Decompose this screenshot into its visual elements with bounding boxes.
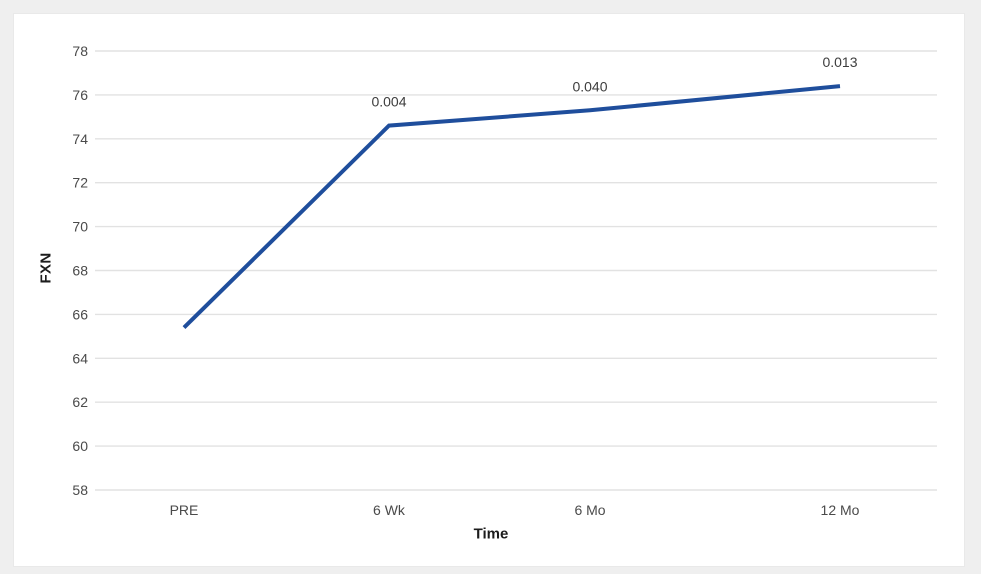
- y-tick-label: 70: [72, 219, 88, 235]
- y-tick-label: 78: [72, 43, 88, 59]
- x-tick-label: 6 Mo: [574, 502, 605, 518]
- point-label: 0.013: [822, 54, 857, 70]
- y-tick-label: 66: [72, 306, 88, 322]
- y-tick-label: 74: [72, 131, 88, 147]
- x-tick-label: 12 Mo: [821, 502, 860, 518]
- y-tick-label: 76: [72, 87, 88, 103]
- x-tick-label: PRE: [170, 502, 199, 518]
- y-tick-label: 62: [72, 394, 88, 410]
- y-tick-label: 68: [72, 263, 88, 279]
- x-tick-label: 6 Wk: [373, 502, 406, 518]
- y-tick-label: 58: [72, 482, 88, 498]
- point-label: 0.004: [371, 94, 406, 110]
- data-series-line: [182, 84, 841, 330]
- chart-panel: [13, 13, 965, 567]
- y-tick-label: 64: [72, 350, 88, 366]
- y-tick-label: 60: [72, 438, 88, 454]
- point-label: 0.040: [572, 78, 607, 94]
- y-tick-label: 72: [72, 175, 88, 191]
- x-axis-title: Time: [473, 525, 509, 543]
- y-axis-title: FXN: [37, 252, 55, 284]
